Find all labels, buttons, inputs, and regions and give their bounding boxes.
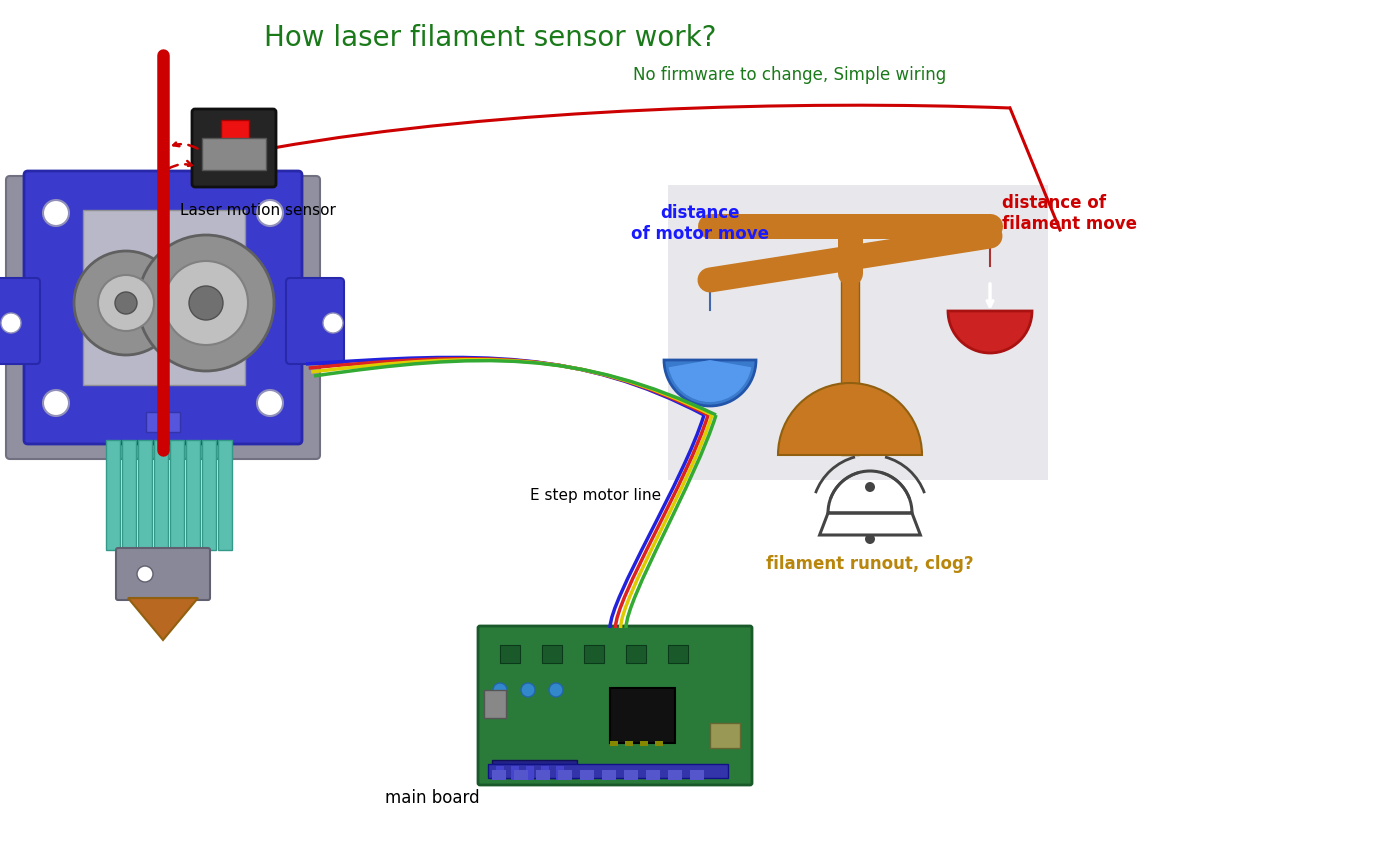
Bar <box>488 764 727 778</box>
Bar <box>611 688 675 743</box>
Bar <box>541 766 549 780</box>
Bar <box>611 741 618 746</box>
FancyBboxPatch shape <box>115 548 210 600</box>
Text: distance of
filament move: distance of filament move <box>1002 194 1136 233</box>
Bar <box>625 741 633 746</box>
Circle shape <box>865 534 875 544</box>
Bar <box>138 440 152 550</box>
Circle shape <box>865 482 875 492</box>
Circle shape <box>43 390 70 416</box>
Bar <box>668 645 689 663</box>
Circle shape <box>164 261 248 345</box>
Bar <box>492 760 577 778</box>
Bar <box>640 741 648 746</box>
Wedge shape <box>669 360 751 402</box>
Bar <box>709 723 740 748</box>
Bar <box>645 770 659 780</box>
Bar <box>218 440 232 550</box>
Polygon shape <box>128 598 198 640</box>
FancyBboxPatch shape <box>24 171 302 444</box>
Bar <box>526 766 534 780</box>
Bar <box>558 770 572 780</box>
Bar <box>655 741 664 746</box>
Bar <box>536 770 549 780</box>
Bar <box>154 440 168 550</box>
Bar <box>625 770 638 780</box>
Bar <box>202 440 216 550</box>
FancyBboxPatch shape <box>479 626 753 785</box>
Bar <box>122 440 136 550</box>
Bar <box>202 138 266 170</box>
FancyBboxPatch shape <box>6 176 320 459</box>
Bar <box>580 770 594 780</box>
Circle shape <box>136 566 153 582</box>
Bar <box>556 766 563 780</box>
Bar <box>106 440 120 550</box>
Bar <box>146 412 179 432</box>
Bar <box>492 770 506 780</box>
Bar <box>83 210 245 385</box>
Bar <box>690 770 704 780</box>
Circle shape <box>1 313 21 333</box>
Text: main board: main board <box>385 789 480 807</box>
Bar <box>668 185 1047 480</box>
Bar <box>497 766 504 780</box>
Wedge shape <box>664 360 755 406</box>
Bar <box>170 440 184 550</box>
Circle shape <box>257 390 282 416</box>
Text: No firmware to change, Simple wiring: No firmware to change, Simple wiring <box>633 66 947 84</box>
Circle shape <box>74 251 178 355</box>
Text: How laser filament sensor work?: How laser filament sensor work? <box>264 24 716 52</box>
Bar <box>542 645 562 663</box>
Text: E step motor line: E step motor line <box>530 487 661 503</box>
Wedge shape <box>949 311 1032 353</box>
Bar <box>668 770 682 780</box>
Bar <box>484 690 506 718</box>
Wedge shape <box>778 383 922 455</box>
Circle shape <box>115 292 136 314</box>
Text: distance
of motor move: distance of motor move <box>632 205 769 243</box>
Circle shape <box>138 235 274 371</box>
Circle shape <box>189 286 223 320</box>
FancyBboxPatch shape <box>287 278 344 364</box>
Bar <box>626 645 645 663</box>
Circle shape <box>43 200 70 226</box>
Bar <box>221 120 249 140</box>
Circle shape <box>323 313 344 333</box>
Text: filament runout, clog?: filament runout, clog? <box>766 555 974 573</box>
Circle shape <box>522 683 536 697</box>
Circle shape <box>97 275 154 331</box>
Bar <box>515 770 529 780</box>
Bar <box>602 770 616 780</box>
Text: Laser motion sensor: Laser motion sensor <box>179 203 335 218</box>
Circle shape <box>492 683 506 697</box>
Bar <box>584 645 604 663</box>
FancyBboxPatch shape <box>192 109 275 187</box>
Bar <box>510 766 519 780</box>
Bar <box>842 218 860 455</box>
Circle shape <box>549 683 563 697</box>
FancyBboxPatch shape <box>0 278 40 364</box>
Bar <box>186 440 200 550</box>
Bar <box>499 645 520 663</box>
Circle shape <box>257 200 282 226</box>
